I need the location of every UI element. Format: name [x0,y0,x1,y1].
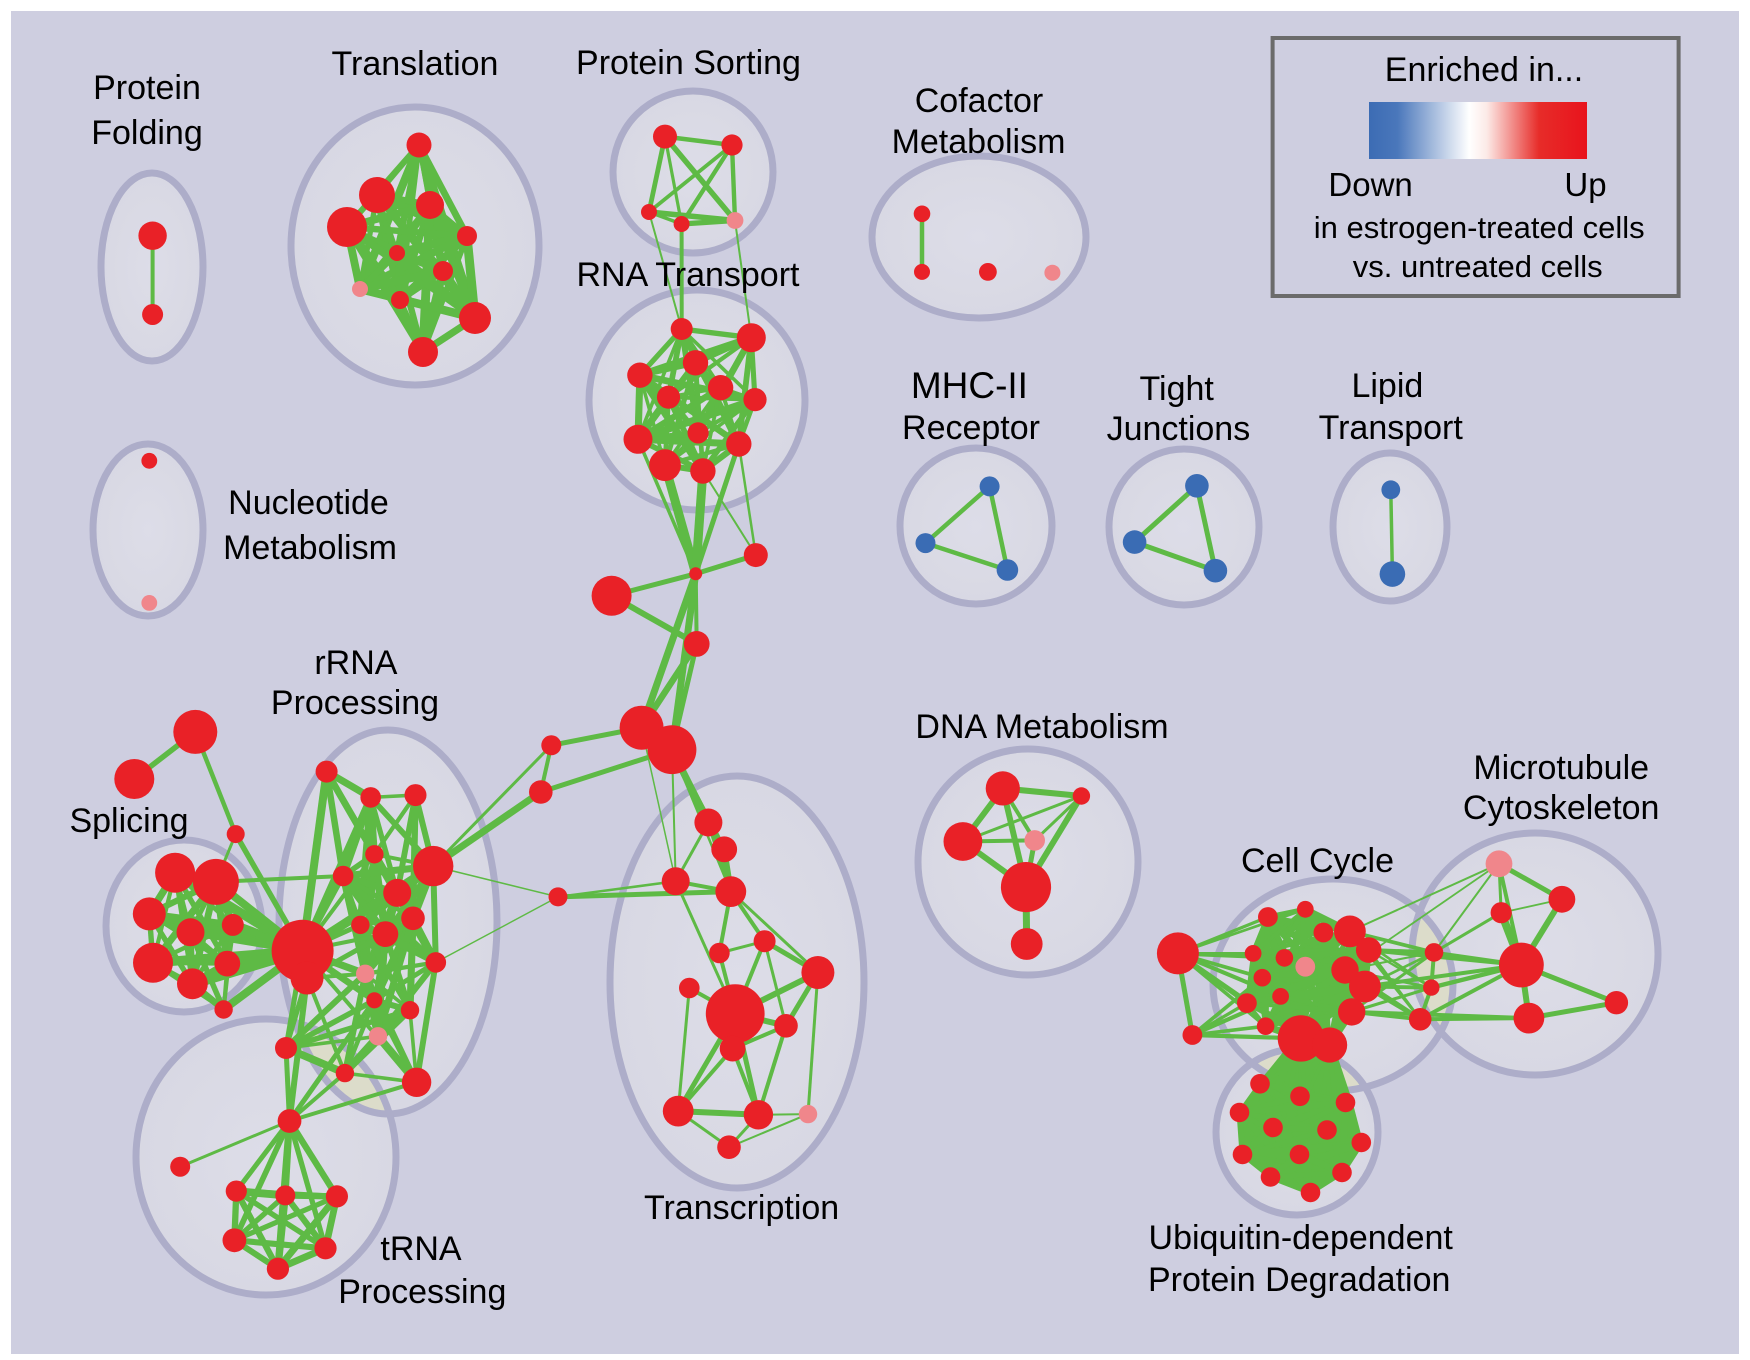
svg-text:Up: Up [1564,166,1606,203]
svg-text:Tight: Tight [1140,370,1215,408]
svg-text:Processing: Processing [271,684,439,722]
svg-text:Protein: Protein [93,69,201,107]
svg-text:Processing: Processing [338,1273,506,1311]
svg-text:Ubiquitin-dependent: Ubiquitin-dependent [1149,1219,1454,1257]
svg-text:Receptor: Receptor [902,409,1040,447]
svg-text:Lipid: Lipid [1351,367,1423,405]
svg-text:Junctions: Junctions [1107,410,1251,448]
svg-text:Metabolism: Metabolism [223,529,397,567]
svg-text:RNA Transport: RNA Transport [577,256,801,294]
svg-text:Transport: Transport [1319,409,1464,447]
svg-text:DNA Metabolism: DNA Metabolism [915,708,1168,746]
svg-text:Down: Down [1328,166,1412,203]
svg-text:Enriched in...: Enriched in... [1385,51,1583,89]
svg-text:MHC-II: MHC-II [911,365,1028,406]
svg-text:tRNA: tRNA [380,1230,462,1268]
svg-text:Metabolism: Metabolism [892,123,1066,161]
svg-text:Translation: Translation [332,45,499,83]
svg-text:Folding: Folding [91,114,203,152]
svg-text:in estrogen-treated cells: in estrogen-treated cells [1314,210,1645,245]
svg-text:Splicing: Splicing [69,802,188,840]
svg-text:Cytoskeleton: Cytoskeleton [1463,789,1660,827]
svg-text:Protein Degradation: Protein Degradation [1148,1261,1450,1299]
svg-text:Protein Sorting: Protein Sorting [576,44,801,82]
svg-text:Cofactor: Cofactor [915,82,1044,120]
svg-text:Nucleotide: Nucleotide [228,484,389,522]
svg-text:vs. untreated cells: vs. untreated cells [1353,249,1603,284]
svg-text:rRNA: rRNA [314,644,397,682]
svg-text:Cell Cycle: Cell Cycle [1241,842,1394,880]
svg-text:Transcription: Transcription [644,1189,839,1227]
svg-text:Microtubule: Microtubule [1473,749,1649,787]
